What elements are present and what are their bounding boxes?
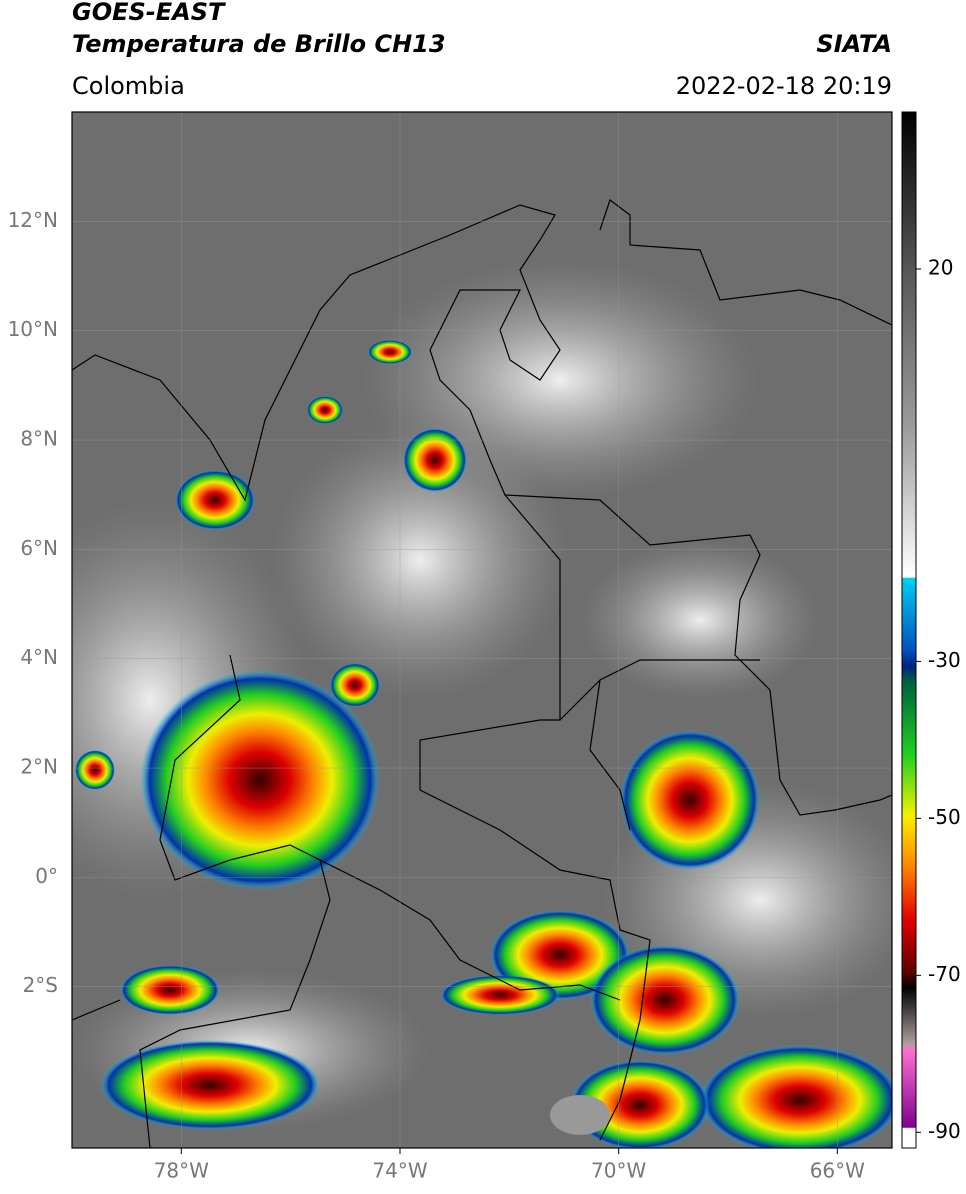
lon-tick-label: 74°W [372, 1159, 427, 1183]
source: SIATA [816, 30, 892, 58]
graticule [72, 112, 892, 1148]
lat-tick-label: 2°S [23, 973, 58, 997]
map-frame [71, 111, 893, 1149]
subtitle: Temperatura de Brillo CH13 [72, 30, 446, 58]
lat-tick-label: 8°N [20, 427, 58, 451]
map-image [72, 112, 892, 1148]
lat-tick-label: 2°N [20, 755, 58, 779]
lat-tick-label: 6°N [20, 536, 58, 560]
lat-tick-label: 4°N [20, 645, 58, 669]
lon-tick-label: 78°W [154, 1159, 209, 1183]
timestamp: 2022-02-18 20:19 [676, 72, 892, 100]
colorbar-tick-label: -30 [928, 648, 961, 672]
colorbar-tick-label: -90 [928, 1119, 961, 1143]
lat-tick-label: 0° [35, 864, 58, 888]
lon-tick-label: 70°W [591, 1159, 646, 1183]
lat-tick-label: 10°N [8, 317, 58, 341]
colorbar-tick-label: -70 [928, 962, 961, 986]
region: Colombia [72, 72, 185, 100]
colorbar-tick-label: -50 [928, 805, 961, 829]
storm-cells [75, 340, 892, 1148]
lat-tick-label: 12°N [8, 208, 58, 232]
colorbar [901, 111, 917, 1149]
colorbar-tick-label: 20 [928, 255, 953, 279]
lon-tick-label: 66°W [810, 1159, 865, 1183]
title: GOES-EAST [72, 0, 226, 26]
borders [72, 199, 892, 1148]
